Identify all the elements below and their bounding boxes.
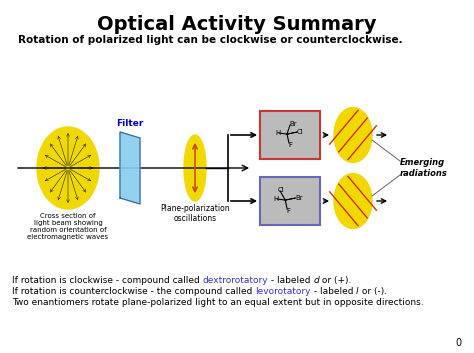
Text: l: l — [356, 287, 359, 296]
Text: levorotatory: levorotatory — [255, 287, 311, 296]
FancyBboxPatch shape — [260, 177, 320, 225]
Text: Rotation of polarized light can be clockwise or counterclockwise.: Rotation of polarized light can be clock… — [18, 35, 402, 45]
Text: or (-).: or (-). — [359, 287, 387, 296]
Ellipse shape — [184, 135, 206, 201]
Text: If rotation is counterclockwise - the compound called: If rotation is counterclockwise - the co… — [12, 287, 255, 296]
Ellipse shape — [334, 174, 372, 228]
Text: F: F — [288, 142, 292, 148]
Text: Br: Br — [289, 121, 297, 127]
Text: Emerging
radiations: Emerging radiations — [400, 158, 448, 178]
Text: If rotation is clockwise - compound called: If rotation is clockwise - compound call… — [12, 276, 202, 285]
Text: Plane-polarization
oscillations: Plane-polarization oscillations — [160, 204, 230, 223]
Text: or (+).: or (+). — [319, 276, 352, 285]
Ellipse shape — [334, 108, 372, 162]
Text: Cl: Cl — [277, 187, 284, 193]
Text: d: d — [314, 276, 319, 285]
Text: Cl: Cl — [297, 129, 304, 135]
Text: Filter: Filter — [116, 119, 144, 128]
Text: - labeled: - labeled — [311, 287, 356, 296]
Text: - labeled: - labeled — [268, 276, 314, 285]
Text: 0: 0 — [456, 338, 462, 348]
Text: dextrorotatory: dextrorotatory — [202, 276, 268, 285]
Text: H: H — [273, 196, 278, 202]
Ellipse shape — [37, 127, 99, 209]
Text: Cross section of
light beam showing
random orientation of
electromagnetic waves: Cross section of light beam showing rand… — [27, 213, 109, 240]
Polygon shape — [120, 132, 140, 204]
Text: F: F — [286, 208, 290, 214]
Text: Br: Br — [295, 195, 303, 201]
Text: Optical Activity Summary: Optical Activity Summary — [97, 15, 377, 34]
FancyBboxPatch shape — [260, 111, 320, 159]
Text: H: H — [275, 130, 280, 136]
Text: Two enantiomers rotate plane-polarized light to an equal extent but in opposite : Two enantiomers rotate plane-polarized l… — [12, 298, 424, 307]
